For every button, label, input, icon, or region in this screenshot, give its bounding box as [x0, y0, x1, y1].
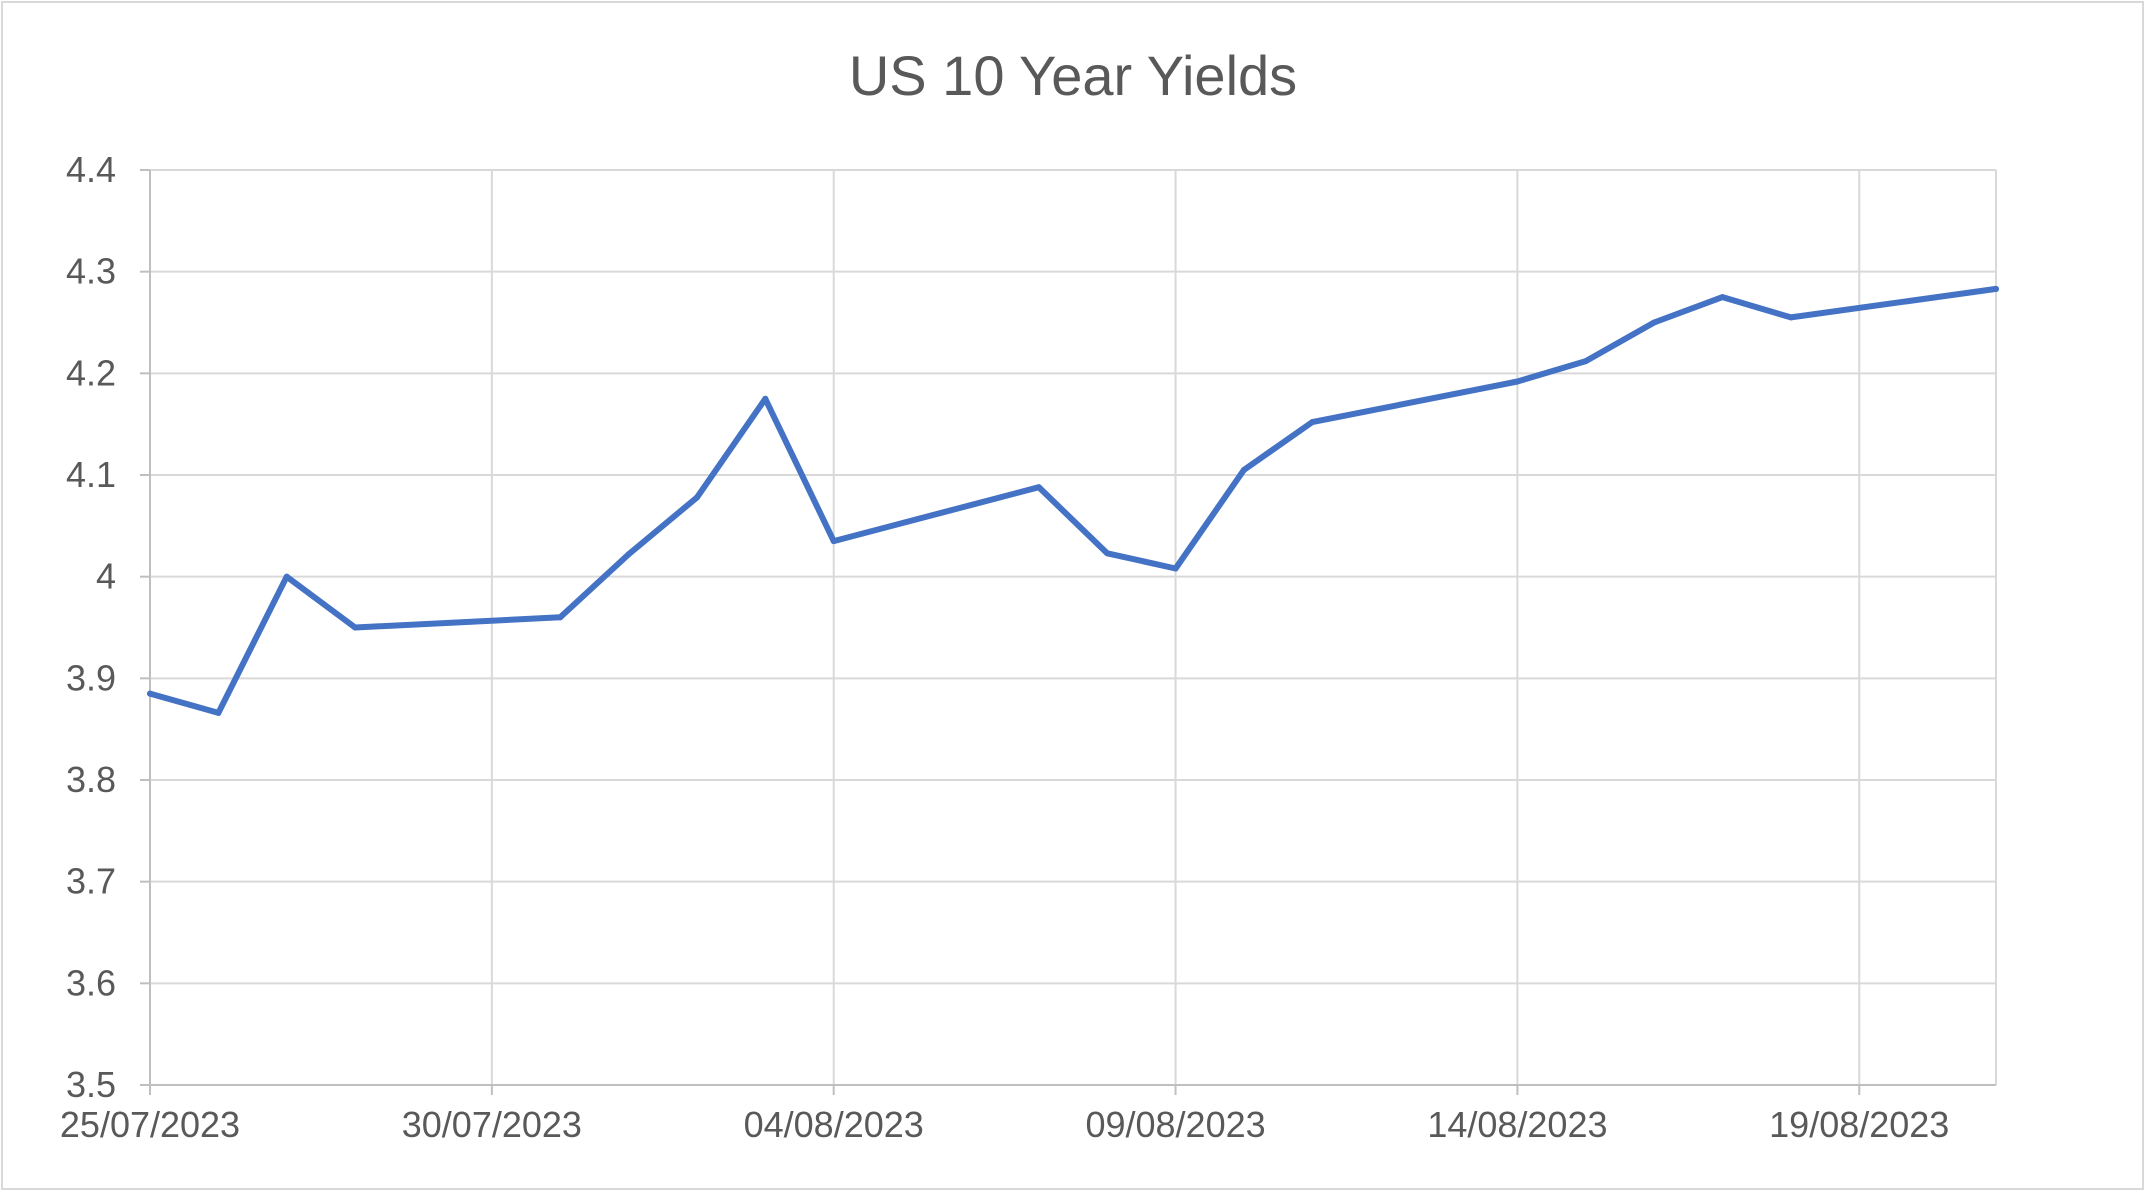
- y-tick-label: 3.7: [66, 861, 116, 902]
- data-point: [1651, 319, 1658, 326]
- y-tick-label: 4.1: [66, 454, 116, 495]
- y-tick-label: 4.3: [66, 251, 116, 292]
- vertical-gridlines: [490, 170, 1997, 1085]
- data-point: [1993, 285, 1999, 292]
- y-tick-label: 3.8: [66, 759, 116, 800]
- data-point: [762, 395, 769, 402]
- x-tick-label: 14/08/2023: [1427, 1104, 1607, 1145]
- series-group: [147, 285, 1999, 716]
- data-point: [1719, 294, 1726, 301]
- data-point: [1104, 550, 1111, 557]
- axes: [140, 169, 1996, 1095]
- data-point: [352, 624, 359, 631]
- series-line: [147, 285, 1999, 716]
- data-point: [1514, 378, 1521, 385]
- y-axis-tick-labels: 3.5 3.6 3.7 3.8 3.9 4 4.1 4.2 4.3 4.4: [66, 149, 116, 1105]
- data-point: [215, 709, 222, 716]
- x-tick-label: 09/08/2023: [1085, 1104, 1265, 1145]
- data-point: [283, 573, 290, 580]
- x-axis-tick-labels: 25/07/2023 30/07/2023 04/08/2023 09/08/2023…: [60, 1104, 1949, 1145]
- data-point: [147, 690, 153, 697]
- data-point: [1309, 419, 1316, 426]
- data-point: [1582, 358, 1589, 365]
- data-point: [625, 551, 632, 558]
- data-point: [693, 494, 700, 501]
- data-point: [1787, 314, 1794, 321]
- data-point: [557, 614, 564, 621]
- data-point: [1240, 466, 1247, 473]
- y-tick-label: 3.9: [66, 657, 116, 698]
- x-tick-label: 19/08/2023: [1769, 1104, 1949, 1145]
- data-point: [1035, 484, 1042, 491]
- y-tick-label: 4: [96, 556, 116, 597]
- x-tick-label: 25/07/2023: [60, 1104, 240, 1145]
- x-tick-label: 04/08/2023: [744, 1104, 924, 1145]
- y-tick-label: 3.6: [66, 962, 116, 1003]
- data-point: [1172, 565, 1179, 572]
- y-tick-label: 3.5: [66, 1064, 116, 1105]
- chart-title: US 10 Year Yields: [849, 44, 1297, 107]
- data-point: [830, 538, 837, 545]
- horizontal-gridlines: [150, 169, 1996, 985]
- y-tick-label: 4.4: [66, 149, 116, 190]
- x-tick-label: 30/07/2023: [402, 1104, 582, 1145]
- y-tick-label: 4.2: [66, 352, 116, 393]
